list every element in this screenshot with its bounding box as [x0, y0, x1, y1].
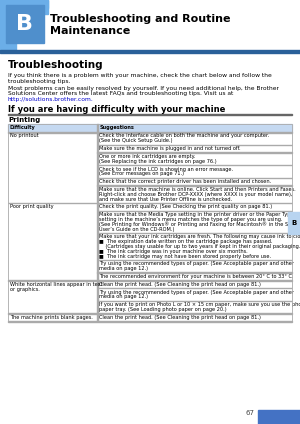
Text: Try using the recommended types of paper. (See Acceptable paper and other: Try using the recommended types of paper…	[100, 290, 295, 295]
Text: ■  The ink cartridge may not have been stored properly before use.: ■ The ink cartridge may not have been st…	[100, 254, 272, 259]
Text: B: B	[16, 14, 34, 34]
Text: Poor print quality: Poor print quality	[10, 204, 54, 209]
Text: troubleshooting tips.: troubleshooting tips.	[8, 79, 70, 84]
Bar	[0, 0, 8, 52]
Bar	[0, 0, 48, 8]
Text: 67: 67	[245, 410, 254, 416]
Bar	[98, 178, 292, 185]
Bar	[8, 280, 292, 281]
Bar	[98, 203, 292, 211]
Bar	[98, 280, 292, 288]
Text: Check the print quality. (See Checking the print quality on page 81.): Check the print quality. (See Checking t…	[100, 204, 273, 209]
Text: or graphics.: or graphics.	[10, 287, 40, 292]
Bar	[0, 0, 300, 52]
Text: Check that the correct printer driver has been installed and chosen.: Check that the correct printer driver ha…	[100, 179, 272, 184]
Text: Try using the recommended types of paper. (See Acceptable paper and other: Try using the recommended types of paper…	[100, 261, 295, 266]
Bar	[0, 50, 300, 53]
Text: Check to see if the LCD is showing an error message.: Check to see if the LCD is showing an er…	[100, 167, 234, 171]
Text: (See Printing for Windows® or Printing and Faxing for Macintosh® in the Software: (See Printing for Windows® or Printing a…	[100, 222, 300, 227]
Text: The recommended environment for your machine is between 20° C to 33° C.: The recommended environment for your mac…	[100, 274, 294, 279]
Bar	[8, 313, 292, 314]
Text: B: B	[291, 220, 297, 226]
Text: Printing: Printing	[8, 117, 40, 123]
Text: (See Error messages on page 71.): (See Error messages on page 71.)	[100, 171, 184, 176]
Text: Clean the print head. (See Cleaning the print head on page 81.): Clean the print head. (See Cleaning the …	[100, 315, 261, 320]
Bar	[98, 165, 292, 178]
Text: Make sure the machine is plugged in and not turned off.: Make sure the machine is plugged in and …	[100, 146, 241, 151]
Bar	[8, 280, 97, 313]
Text: Most problems can be easily resolved by yourself. If you need additional help, t: Most problems can be easily resolved by …	[8, 86, 279, 91]
Text: (See Replacing the ink cartridges on page 76.): (See Replacing the ink cartridges on pag…	[100, 159, 217, 164]
Bar	[8, 132, 97, 203]
Bar	[98, 288, 292, 301]
Text: Make sure that the machine is online. Click Start and then Printers and Faxes.: Make sure that the machine is online. Cl…	[100, 187, 296, 192]
Text: Clean the print head. (See Cleaning the print head on page 81.): Clean the print head. (See Cleaning the …	[100, 282, 261, 287]
Text: and make sure that Use Printer Offline is unchecked.: and make sure that Use Printer Offline i…	[100, 196, 232, 201]
Bar	[98, 272, 292, 280]
Text: Troubleshooting and Routine: Troubleshooting and Routine	[50, 14, 230, 24]
Text: If you want to print on Photo L or 10 × 15 cm paper, make sure you use the photo: If you want to print on Photo L or 10 × …	[100, 302, 300, 307]
Text: White horizontal lines appear in text: White horizontal lines appear in text	[10, 282, 103, 287]
Bar	[8, 124, 292, 132]
Bar	[98, 260, 292, 272]
Bar	[98, 211, 292, 233]
Bar	[98, 313, 292, 321]
Bar	[98, 132, 292, 145]
Text: User’s Guide on the CD-ROM.): User’s Guide on the CD-ROM.)	[100, 226, 175, 232]
Text: media on page 12.): media on page 12.)	[100, 266, 148, 271]
Text: Solutions Center offers the latest FAQs and troubleshooting tips. Visit us at: Solutions Center offers the latest FAQs …	[8, 92, 233, 96]
Text: paper tray. (See Loading photo paper on page 20.): paper tray. (See Loading photo paper on …	[100, 307, 227, 312]
Text: ■  The expiration date written on the cartridge package has passed.: ■ The expiration date written on the car…	[100, 239, 273, 244]
Bar	[8, 203, 97, 280]
Text: Difficulty: Difficulty	[10, 126, 36, 131]
Text: Maintenance: Maintenance	[50, 26, 130, 36]
Text: One or more ink cartridges are empty.: One or more ink cartridges are empty.	[100, 154, 196, 159]
Text: setting in the machine’s menu matches the type of paper you are using.: setting in the machine’s menu matches th…	[100, 217, 283, 222]
Text: Check the interface cable on both the machine and your computer.: Check the interface cable on both the ma…	[100, 134, 270, 139]
Bar	[0, 0, 48, 14]
Bar	[0, 0, 16, 52]
Bar	[8, 124, 292, 321]
Bar	[258, 410, 300, 424]
Bar	[98, 145, 292, 152]
Text: Troubleshooting: Troubleshooting	[8, 60, 103, 70]
Text: If you think there is a problem with your machine, check the chart below and fol: If you think there is a problem with you…	[8, 73, 272, 78]
Bar	[6, 5, 44, 43]
Text: (Cartridges stay usable for up to two years if kept in their original packaging.: (Cartridges stay usable for up to two ye…	[100, 244, 300, 249]
Text: (See the Quick Setup Guide.): (See the Quick Setup Guide.)	[100, 138, 173, 143]
Text: media on page 12.): media on page 12.)	[100, 294, 148, 299]
Text: Right-click and choose Brother DCP-XXXX (where XXXX is your model name),: Right-click and choose Brother DCP-XXXX …	[100, 192, 293, 197]
Bar	[98, 301, 292, 313]
Text: http://solutions.brother.com.: http://solutions.brother.com.	[8, 97, 94, 102]
Bar	[98, 152, 292, 165]
Text: The machine prints blank pages.: The machine prints blank pages.	[10, 315, 93, 320]
Text: ■  The ink cartridge was in your machine over six months.: ■ The ink cartridge was in your machine …	[100, 249, 248, 254]
Bar	[8, 114, 292, 115]
Bar	[288, 212, 300, 234]
Text: Suggestions: Suggestions	[100, 126, 134, 131]
Text: If you are having difficulty with your machine: If you are having difficulty with your m…	[8, 105, 225, 114]
Text: No printout: No printout	[10, 134, 39, 139]
Bar	[98, 233, 292, 260]
Text: Make sure that the Media Type setting in the printer driver or the Paper Type: Make sure that the Media Type setting in…	[100, 212, 294, 217]
Bar	[8, 313, 97, 321]
Bar	[98, 185, 292, 203]
Text: Make sure that your ink cartridges are fresh. The following may cause ink to clo: Make sure that your ink cartridges are f…	[100, 234, 300, 239]
